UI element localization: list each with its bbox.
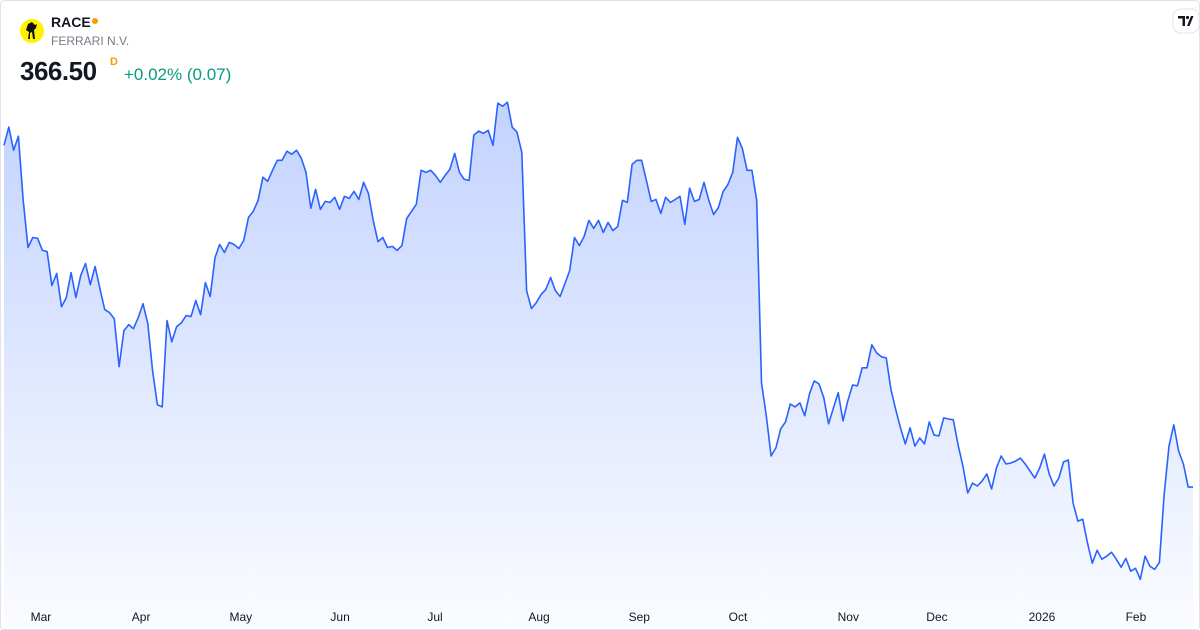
x-tick-label: Nov <box>838 610 859 624</box>
price-line <box>3 101 1193 581</box>
x-tick-label: May <box>230 610 253 624</box>
x-tick-label: 2026 <box>1029 610 1056 624</box>
x-tick-label: Sep <box>629 610 651 624</box>
x-tick-label: Feb <box>1126 610 1147 624</box>
x-tick-label: Aug <box>528 610 549 624</box>
price-suffix: D <box>110 56 118 68</box>
x-tick-label: Apr <box>132 610 151 624</box>
status-dot <box>92 18 98 24</box>
price-change: +0.02% (0.07) <box>124 65 232 84</box>
x-tick-label: Mar <box>31 610 52 624</box>
logo <box>20 19 44 43</box>
company-name: FERRARI N.V. <box>51 34 130 48</box>
x-tick-label: Jul <box>427 610 442 624</box>
last-price: 366.50 <box>20 56 97 86</box>
area-fill <box>4 102 1193 629</box>
x-tick-label: Oct <box>729 610 748 624</box>
x-tick-label: Jun <box>330 610 349 624</box>
symbol[interactable]: RACE <box>51 14 91 30</box>
x-tick-label: Dec <box>926 610 947 624</box>
tradingview-logo[interactable] <box>1172 8 1199 34</box>
